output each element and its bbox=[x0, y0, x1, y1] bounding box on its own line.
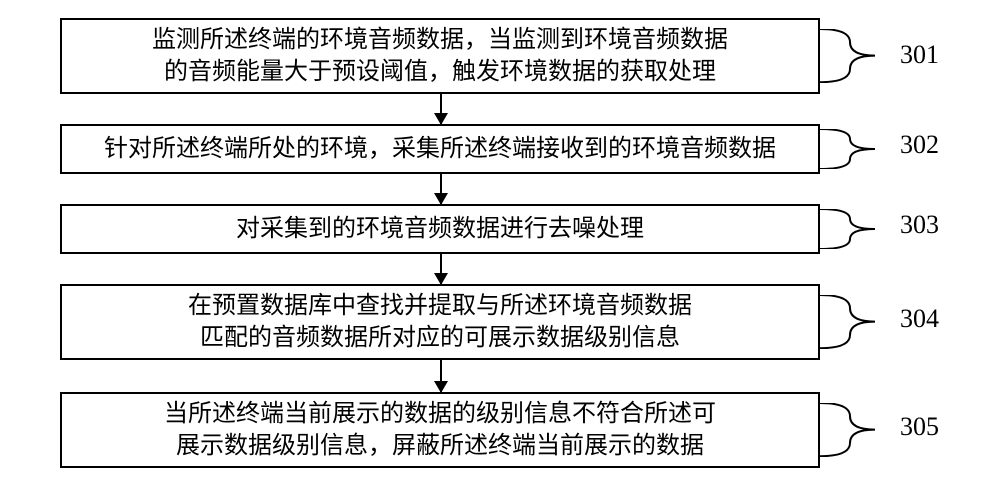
flow-step-label-2: 302 bbox=[900, 130, 939, 160]
flow-step-text: 在预置数据库中查找并提取与所述环境音频数据匹配的音频数据所对应的可展示数据级别信… bbox=[188, 290, 692, 355]
brace-4 bbox=[820, 295, 890, 348]
flow-step-label-1: 301 bbox=[900, 40, 939, 70]
flow-step-text: 对采集到的环境音频数据进行去噪处理 bbox=[236, 213, 644, 245]
arrow-2 bbox=[440, 174, 442, 204]
brace-2 bbox=[820, 129, 890, 169]
arrow-4 bbox=[440, 360, 442, 392]
flow-step-2: 针对所述终端所处的环境，采集所述终端接收到的环境音频数据 bbox=[60, 124, 820, 174]
brace-1 bbox=[820, 29, 890, 82]
flow-step-label-4: 304 bbox=[900, 304, 939, 334]
arrow-3 bbox=[440, 254, 442, 284]
brace-5 bbox=[820, 403, 890, 456]
brace-3 bbox=[820, 209, 890, 249]
flow-step-label-3: 303 bbox=[900, 210, 939, 240]
flow-step-text: 监测所述终端的环境音频数据，当监测到环境音频数据的音频能量大于预设阈值，触发环境… bbox=[152, 24, 728, 89]
flow-step-3: 对采集到的环境音频数据进行去噪处理 bbox=[60, 204, 820, 254]
flow-step-5: 当所述终端当前展示的数据的级别信息不符合所述可展示数据级别信息，屏蔽所述终端当前… bbox=[60, 392, 820, 468]
flow-step-1: 监测所述终端的环境音频数据，当监测到环境音频数据的音频能量大于预设阈值，触发环境… bbox=[60, 18, 820, 94]
flow-step-text: 针对所述终端所处的环境，采集所述终端接收到的环境音频数据 bbox=[104, 133, 776, 165]
flow-step-text: 当所述终端当前展示的数据的级别信息不符合所述可展示数据级别信息，屏蔽所述终端当前… bbox=[164, 398, 716, 463]
arrow-1 bbox=[440, 94, 442, 124]
flow-step-label-5: 305 bbox=[900, 412, 939, 442]
flow-step-4: 在预置数据库中查找并提取与所述环境音频数据匹配的音频数据所对应的可展示数据级别信… bbox=[60, 284, 820, 360]
flowchart-canvas: 监测所述终端的环境音频数据，当监测到环境音频数据的音频能量大于预设阈值，触发环境… bbox=[0, 0, 1000, 503]
